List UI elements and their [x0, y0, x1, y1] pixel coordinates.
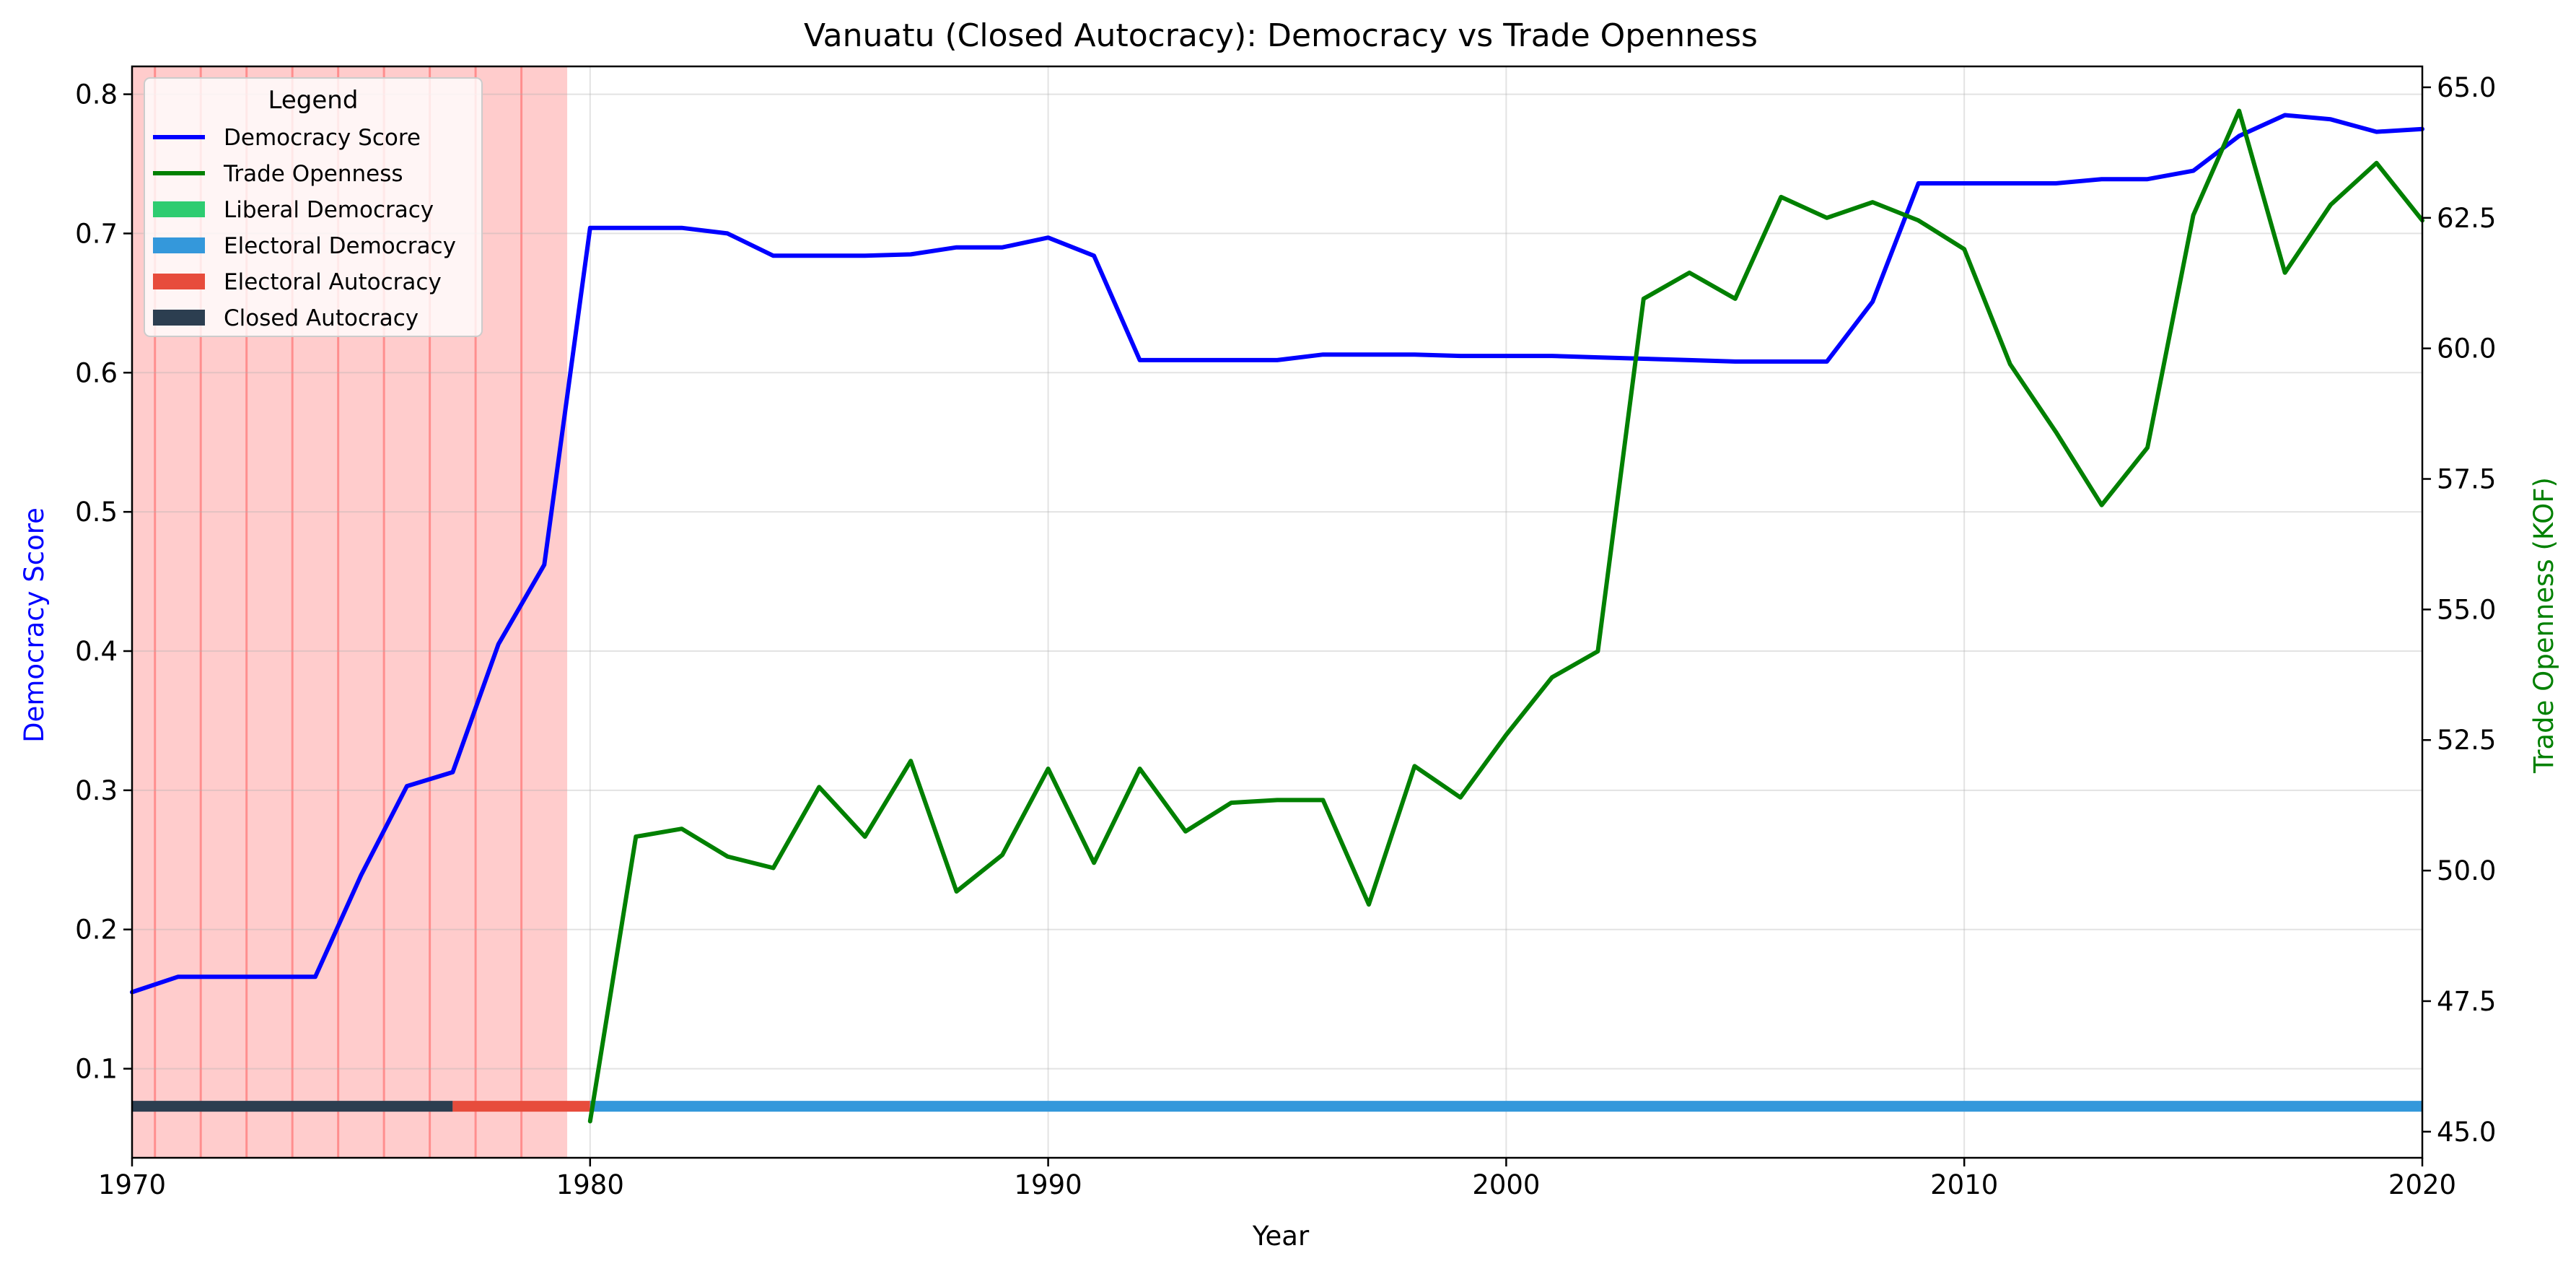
y-right-tick-label: 47.5 — [2437, 986, 2496, 1017]
plot-background — [132, 66, 2422, 1158]
legend-label-democracy-score: Democracy Score — [224, 125, 421, 151]
axes-border — [131, 65, 2424, 1159]
legend-box — [144, 77, 483, 337]
y-right-tick-label: 50.0 — [2437, 855, 2496, 886]
legend-swatch-electoral-autocracy — [153, 274, 205, 289]
legend-swatch-closed-autocracy — [153, 310, 205, 326]
y-left-tick-label: 0.6 — [75, 357, 118, 388]
y-left-tick-label: 0.8 — [75, 79, 118, 110]
legend-swatch-electoral-democracy — [153, 237, 205, 253]
legend-label-trade-openness: Trade Openness — [223, 161, 403, 187]
y-right-tick-label: 57.5 — [2437, 464, 2496, 495]
x-tick-label: 1990 — [1015, 1169, 1082, 1200]
x-axis-label: Year — [1252, 1221, 1310, 1252]
y-left-tick-label: 0.2 — [75, 915, 118, 946]
x-tick-label: 2000 — [1472, 1169, 1540, 1200]
x-tick-label: 1970 — [98, 1169, 166, 1200]
y-right-tick-label: 65.0 — [2437, 72, 2496, 103]
legend-swatch-liberal-democracy — [153, 201, 205, 217]
y-right-tick-label: 45.0 — [2437, 1117, 2496, 1148]
series-line-trade-openness — [587, 108, 2424, 1124]
y-axis-right: 45.0 47.5 50.0 52.5 55.0 57.5 60.0 62.5 65.0 — [2422, 72, 2496, 1148]
y-left-tick-label: 0.5 — [75, 497, 118, 528]
y-axis-left-label: Democracy Score — [19, 507, 50, 743]
y-right-tick-label: 52.5 — [2437, 725, 2496, 756]
x-tick-label: 2010 — [1930, 1169, 1998, 1200]
y-left-tick-label: 0.4 — [75, 636, 118, 667]
chart-title: Vanuatu (Closed Autocracy): Democracy vs… — [804, 17, 1758, 54]
legend-label-liberal-democracy: Liberal Democracy — [224, 197, 434, 223]
series-lines — [130, 108, 2424, 1124]
legend-label-electoral-autocracy: Electoral Autocracy — [224, 269, 442, 295]
plot-area — [132, 66, 2422, 1158]
legend-title: Legend — [268, 86, 359, 115]
legend: Legend Democracy Score Trade Openness Liber… — [144, 77, 483, 337]
y-right-tick-label: 55.0 — [2437, 594, 2496, 625]
series-line-democracy-score — [130, 113, 2424, 995]
y-left-tick-label: 0.7 — [75, 218, 118, 249]
grid — [131, 66, 2423, 1158]
y-axis-left: 0.1 0.2 0.3 0.4 0.5 0.6 0.7 0.8 — [75, 79, 132, 1085]
y-right-tick-label: 60.0 — [2437, 333, 2496, 365]
axes-frame — [131, 65, 2424, 1159]
legend-label-closed-autocracy: Closed Autocracy — [224, 305, 419, 331]
y-left-tick-label: 0.1 — [75, 1054, 118, 1085]
legend-label-electoral-democracy: Electoral Democracy — [224, 233, 456, 259]
x-tick-label: 2020 — [2388, 1169, 2456, 1200]
y-right-tick-label: 62.5 — [2437, 203, 2496, 234]
y-left-tick-label: 0.3 — [75, 775, 118, 806]
x-tick-label: 1980 — [556, 1169, 624, 1200]
x-axis: 1970 1980 1990 2000 2010 2020 — [98, 1158, 2456, 1200]
y-axis-right-label: Trade Openness (KOF) — [2528, 477, 2559, 774]
